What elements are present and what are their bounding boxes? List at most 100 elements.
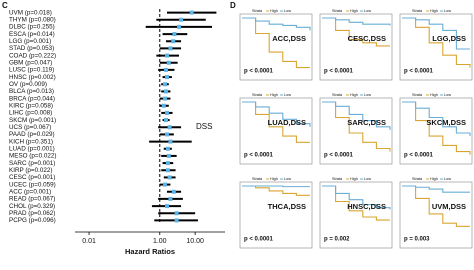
legend-label: High	[270, 177, 278, 181]
row-label: DLBC (p=0.255)	[9, 24, 55, 31]
survival-curve	[322, 17, 390, 47]
p-value: p = 0.003	[404, 237, 430, 243]
hr-point	[166, 153, 171, 158]
hr-point	[167, 125, 172, 130]
row-label: UCEC (p=0.059)	[9, 181, 56, 188]
row-label: PCPG (p=0.096)	[9, 217, 56, 224]
legend-title: Strata	[252, 177, 263, 181]
hr-point	[174, 218, 179, 223]
row-label: STAD (p=0.053)	[9, 45, 54, 52]
legend-label: Low	[364, 93, 371, 97]
plot-frame	[239, 181, 313, 249]
panel-label: D	[230, 1, 236, 10]
hr-point	[162, 182, 167, 187]
plot-frame	[319, 97, 393, 165]
plot-frame	[239, 97, 313, 165]
row-label: KIRC (p=0.058)	[9, 102, 53, 109]
legend-label: High	[430, 93, 438, 97]
legend-label: Low	[364, 177, 371, 181]
x-axis-label: Hazard Ratios	[125, 247, 175, 256]
row-label: THYM (p=0.080)	[9, 16, 56, 23]
row-label: PRAD (p=0.062)	[9, 210, 55, 217]
legend-title: Strata	[332, 177, 343, 181]
survival-curve	[402, 17, 470, 50]
row-label: KIRP (p=0.022)	[9, 167, 52, 174]
hr-point	[177, 24, 182, 29]
survival-curve	[242, 185, 310, 196]
legend-title: Strata	[332, 9, 343, 13]
p-value: p < 0.0001	[244, 153, 274, 159]
plot-frame	[319, 181, 393, 249]
plot-title: UVM,DSS	[432, 202, 466, 211]
hr-point	[189, 10, 194, 15]
p-value: p < 0.0001	[244, 69, 274, 75]
survival-curve	[242, 17, 310, 69]
row-label: COAD (p=0.222)	[9, 52, 56, 59]
row-label: LUSC (p=0.119)	[9, 67, 54, 74]
row-label: GBM (p=0.047)	[9, 59, 52, 66]
legend-title: Strata	[412, 9, 423, 13]
hr-point	[164, 75, 169, 80]
legend-label: High	[430, 9, 438, 13]
legend-label: Low	[284, 9, 291, 13]
p-value: p = 0.002	[324, 237, 350, 243]
legend-label: High	[350, 9, 358, 13]
row-label: LIHC (p=0.008)	[9, 110, 52, 117]
plot-title: CESC,DSS	[348, 34, 386, 43]
hr-point	[168, 196, 173, 201]
legend-title: Strata	[252, 9, 263, 13]
row-label: CESC (p=0.001)	[9, 174, 55, 181]
survival-curve	[402, 101, 471, 155]
legend-label: Low	[444, 93, 451, 97]
p-value: p < 0.0001	[324, 69, 354, 75]
survival-curve	[402, 185, 470, 193]
row-label: BLCA (p=0.013)	[9, 88, 54, 95]
row-label: LUAD (p=0.001)	[9, 145, 55, 152]
hr-point	[165, 168, 170, 173]
hr-point	[164, 204, 169, 209]
hr-point	[168, 139, 173, 144]
row-label: READ (p=0.067)	[9, 196, 55, 203]
hr-point	[165, 161, 170, 166]
survival-curve	[242, 101, 310, 143]
hr-point	[174, 211, 179, 216]
hr-point	[164, 132, 169, 137]
survival-curve	[322, 17, 391, 26]
hr-point	[164, 110, 169, 115]
hr-point	[166, 60, 171, 65]
legend-title: Strata	[412, 93, 423, 97]
hr-point	[171, 39, 176, 44]
legend-label: High	[270, 9, 278, 13]
legend-label: High	[430, 177, 438, 181]
row-label: HNSC (p=0.002)	[9, 74, 56, 81]
plot-title: SKCM,DSS	[426, 118, 466, 127]
annotation: DSS	[196, 122, 212, 131]
legend-label: Low	[364, 9, 371, 13]
legend-label: Low	[444, 9, 451, 13]
plot-frame	[399, 181, 473, 249]
hr-point	[165, 146, 170, 151]
row-label: PAAD (p=0.029)	[9, 131, 55, 138]
row-label: ESCA (p=0.014)	[9, 31, 55, 38]
legend-label: Low	[284, 177, 291, 181]
legend-title: Strata	[412, 177, 423, 181]
row-label: KICH (p=0.351)	[9, 138, 53, 145]
survival-curve	[322, 101, 391, 152]
survival-curve	[242, 185, 310, 188]
hr-point	[168, 46, 173, 51]
plot-title: THCA,DSS	[268, 202, 306, 211]
legend-label: High	[350, 177, 358, 181]
hr-point	[171, 189, 176, 194]
plot-title: HNSC,DSS	[347, 202, 386, 211]
plot-title: LGG,DSS	[432, 34, 466, 43]
row-label: SARC (p=0.001)	[9, 160, 55, 167]
legend-label: Low	[284, 93, 291, 97]
legend-label: High	[350, 93, 358, 97]
row-label: CHOL (p=0.329)	[9, 203, 55, 210]
hr-point	[164, 53, 169, 58]
legend-title: Strata	[332, 93, 343, 97]
row-label: UVM (p=0.018)	[9, 9, 52, 16]
row-label: MESO (p=0.022)	[9, 153, 56, 160]
plot-frame	[239, 13, 313, 81]
hr-point	[179, 17, 184, 22]
